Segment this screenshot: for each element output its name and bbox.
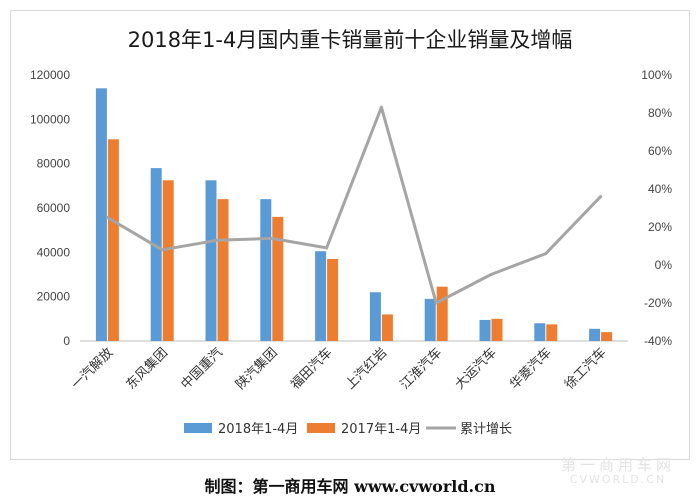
bars-group [95,88,613,341]
y-right-tick-label: -40% [644,334,672,348]
bar-2018 [205,180,217,341]
legend-label: 2018年1-4月 [218,422,298,437]
y-axis-left: 0 20000 40000 60000 80000 100000 120000 [30,68,70,348]
y-right-tick-label: 20% [648,220,672,234]
y-left-tick-label: 0 [63,334,70,348]
y-left-tick-label: 100000 [30,112,70,126]
y-right-tick-label: 100% [641,68,672,82]
growth-line-group [105,105,603,305]
category-labels: 一汽解放 东风集团 中国重汽 陕汽集团 福田汽车 上汽红岩 江淮汽车 大运汽车 华菱汽车 徐工汽车 [69,345,610,393]
category-label: 一汽解放 [69,345,116,392]
bar-2018 [315,251,327,341]
bar-2018 [150,168,162,341]
bar-2017 [217,199,229,341]
bar-2017 [162,180,174,341]
y-right-tick-label: -20% [644,296,672,310]
bar-2018 [369,292,381,341]
watermark-en: CVWORLD.CN [570,473,666,486]
category-label: 中国重汽 [178,345,226,393]
growth-point [599,195,603,199]
category-label: 江淮汽车 [397,345,445,393]
bar-2017 [327,258,339,341]
bar-2017 [381,314,393,341]
bar-2018 [95,88,107,341]
y-left-tick-label: 120000 [30,68,70,82]
category-label: 福田汽车 [287,345,335,393]
category-label: 徐工汽车 [561,345,609,393]
growth-point [105,216,109,219]
y-axis-right: -40% -20% 0% 20% 40% 60% 80% 100% [641,68,672,348]
y-left-tick-label: 40000 [37,245,71,259]
growth-point [270,236,274,240]
category-label: 大运汽车 [452,345,500,393]
growth-point [215,238,219,242]
growth-point [160,248,164,252]
growth-point [325,246,329,250]
growth-point [434,301,438,305]
bar-2018 [260,199,272,341]
watermark-cn: 第一商用车网 [561,456,675,474]
watermark: 第一商用车网 CVWORLD.CN [561,456,675,486]
y-left-tick-label: 20000 [37,290,71,304]
growth-point [489,273,493,276]
legend-label: 2017年1-4月 [341,422,421,437]
y-right-tick-label: 40% [648,182,672,196]
bar-2018 [534,323,546,341]
bar-2017 [546,324,558,341]
bar-2017 [601,332,613,341]
bar-2017 [272,216,284,341]
bar-2018 [479,319,491,341]
growth-point [379,105,383,109]
y-right-tick-label: 60% [648,144,672,158]
legend: 2018年1-4月 2017年1-4月 累计增长 [184,422,512,437]
chart-frame [10,10,690,460]
legend-label: 累计增长 [460,422,512,437]
credit-text: 制图：第一商用车网 www.cvworld.cn [205,477,496,496]
chart-title: 2018年1-4月国内重卡销量前十企业销量及增幅 [128,28,573,52]
bar-2017 [107,139,119,341]
legend-swatch [307,423,335,433]
growth-line [106,105,602,305]
y-right-tick-label: 0% [655,258,673,272]
category-label: 东风集团 [123,345,171,393]
legend-swatch [184,423,212,433]
bar-2017 [491,318,503,341]
bar-2017 [436,286,448,341]
category-label: 华菱汽车 [507,345,555,393]
growth-point [544,252,548,256]
category-label: 上汽红岩 [342,345,390,393]
bar-2018 [589,328,601,341]
y-right-tick-label: 80% [648,106,672,120]
y-left-tick-label: 60000 [37,201,71,215]
y-left-tick-label: 80000 [37,157,71,171]
bar-2018 [424,298,436,341]
category-label: 陕汽集团 [233,345,281,393]
